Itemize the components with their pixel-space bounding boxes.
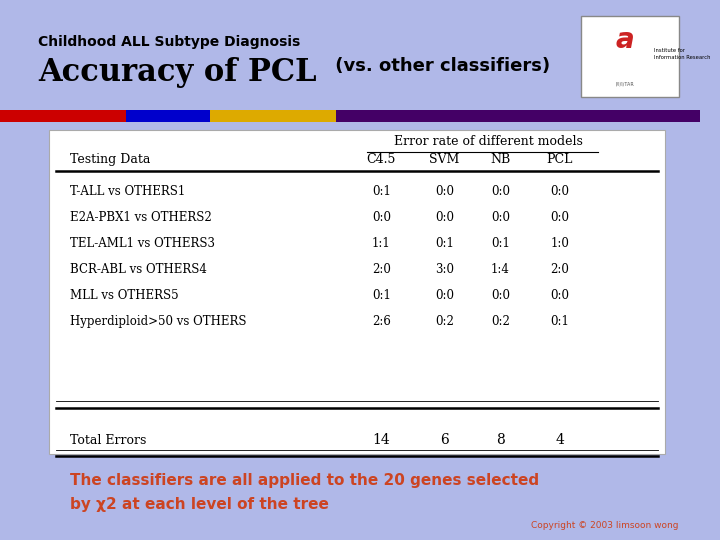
- Text: 6: 6: [440, 433, 449, 447]
- Text: Total Errors: Total Errors: [70, 434, 146, 447]
- Text: 1:4: 1:4: [491, 263, 510, 276]
- Text: 0:1: 0:1: [372, 185, 391, 198]
- Text: 0:1: 0:1: [550, 315, 570, 328]
- FancyBboxPatch shape: [49, 130, 665, 454]
- Bar: [210, 110, 336, 122]
- Text: 0:2: 0:2: [491, 315, 510, 328]
- Text: Institute for
Information Research: Institute for Information Research: [654, 48, 711, 60]
- Text: 8: 8: [496, 433, 505, 447]
- Text: Hyperdiploid>50 vs OTHERS: Hyperdiploid>50 vs OTHERS: [70, 315, 246, 328]
- Text: Accuracy of PCL: Accuracy of PCL: [38, 57, 317, 87]
- Text: 0:0: 0:0: [491, 289, 510, 302]
- Text: TEL-AML1 vs OTHERS3: TEL-AML1 vs OTHERS3: [70, 237, 215, 250]
- Text: Testing Data: Testing Data: [70, 153, 150, 166]
- Text: BCR-ABL vs OTHERS4: BCR-ABL vs OTHERS4: [70, 263, 207, 276]
- Bar: [0, 110, 126, 122]
- Text: 0:0: 0:0: [435, 289, 454, 302]
- Text: SVM: SVM: [429, 153, 459, 166]
- Text: 0:0: 0:0: [550, 185, 570, 198]
- Text: PCL: PCL: [546, 153, 573, 166]
- Text: Childhood ALL Subtype Diagnosis: Childhood ALL Subtype Diagnosis: [38, 35, 301, 49]
- Text: 14: 14: [372, 433, 390, 447]
- Text: Copyright © 2003 limsoon wong: Copyright © 2003 limsoon wong: [531, 521, 679, 530]
- Text: I/I/I/TAR: I/I/I/TAR: [616, 81, 634, 86]
- Text: 0:0: 0:0: [491, 211, 510, 224]
- Text: (vs. other classifiers): (vs. other classifiers): [329, 57, 550, 75]
- Text: 2:0: 2:0: [372, 263, 391, 276]
- FancyBboxPatch shape: [581, 16, 679, 97]
- Text: 0:0: 0:0: [550, 211, 570, 224]
- Text: 1:0: 1:0: [550, 237, 570, 250]
- Bar: [126, 110, 210, 122]
- Text: 0:1: 0:1: [491, 237, 510, 250]
- Text: 0:0: 0:0: [435, 185, 454, 198]
- Text: Error rate of different models: Error rate of different models: [394, 135, 582, 148]
- Text: 0:1: 0:1: [372, 289, 391, 302]
- Text: 0:0: 0:0: [491, 185, 510, 198]
- Bar: [336, 110, 700, 122]
- Text: by χ2 at each level of the tree: by χ2 at each level of the tree: [70, 497, 329, 512]
- Text: 2:0: 2:0: [550, 263, 570, 276]
- Text: 3:0: 3:0: [435, 263, 454, 276]
- Text: a: a: [616, 26, 634, 55]
- Text: E2A-PBX1 vs OTHERS2: E2A-PBX1 vs OTHERS2: [70, 211, 212, 224]
- Text: 0:0: 0:0: [550, 289, 570, 302]
- Text: 0:0: 0:0: [372, 211, 391, 224]
- Text: 0:0: 0:0: [435, 211, 454, 224]
- Text: C4.5: C4.5: [366, 153, 396, 166]
- Text: 2:6: 2:6: [372, 315, 391, 328]
- Text: 0:1: 0:1: [435, 237, 454, 250]
- Text: 0:2: 0:2: [435, 315, 454, 328]
- Text: MLL vs OTHERS5: MLL vs OTHERS5: [70, 289, 179, 302]
- Text: NB: NB: [490, 153, 510, 166]
- Text: T-ALL vs OTHERS1: T-ALL vs OTHERS1: [70, 185, 185, 198]
- Text: 4: 4: [555, 433, 564, 447]
- Text: The classifiers are all applied to the 20 genes selected: The classifiers are all applied to the 2…: [70, 472, 539, 488]
- Text: 1:1: 1:1: [372, 237, 391, 250]
